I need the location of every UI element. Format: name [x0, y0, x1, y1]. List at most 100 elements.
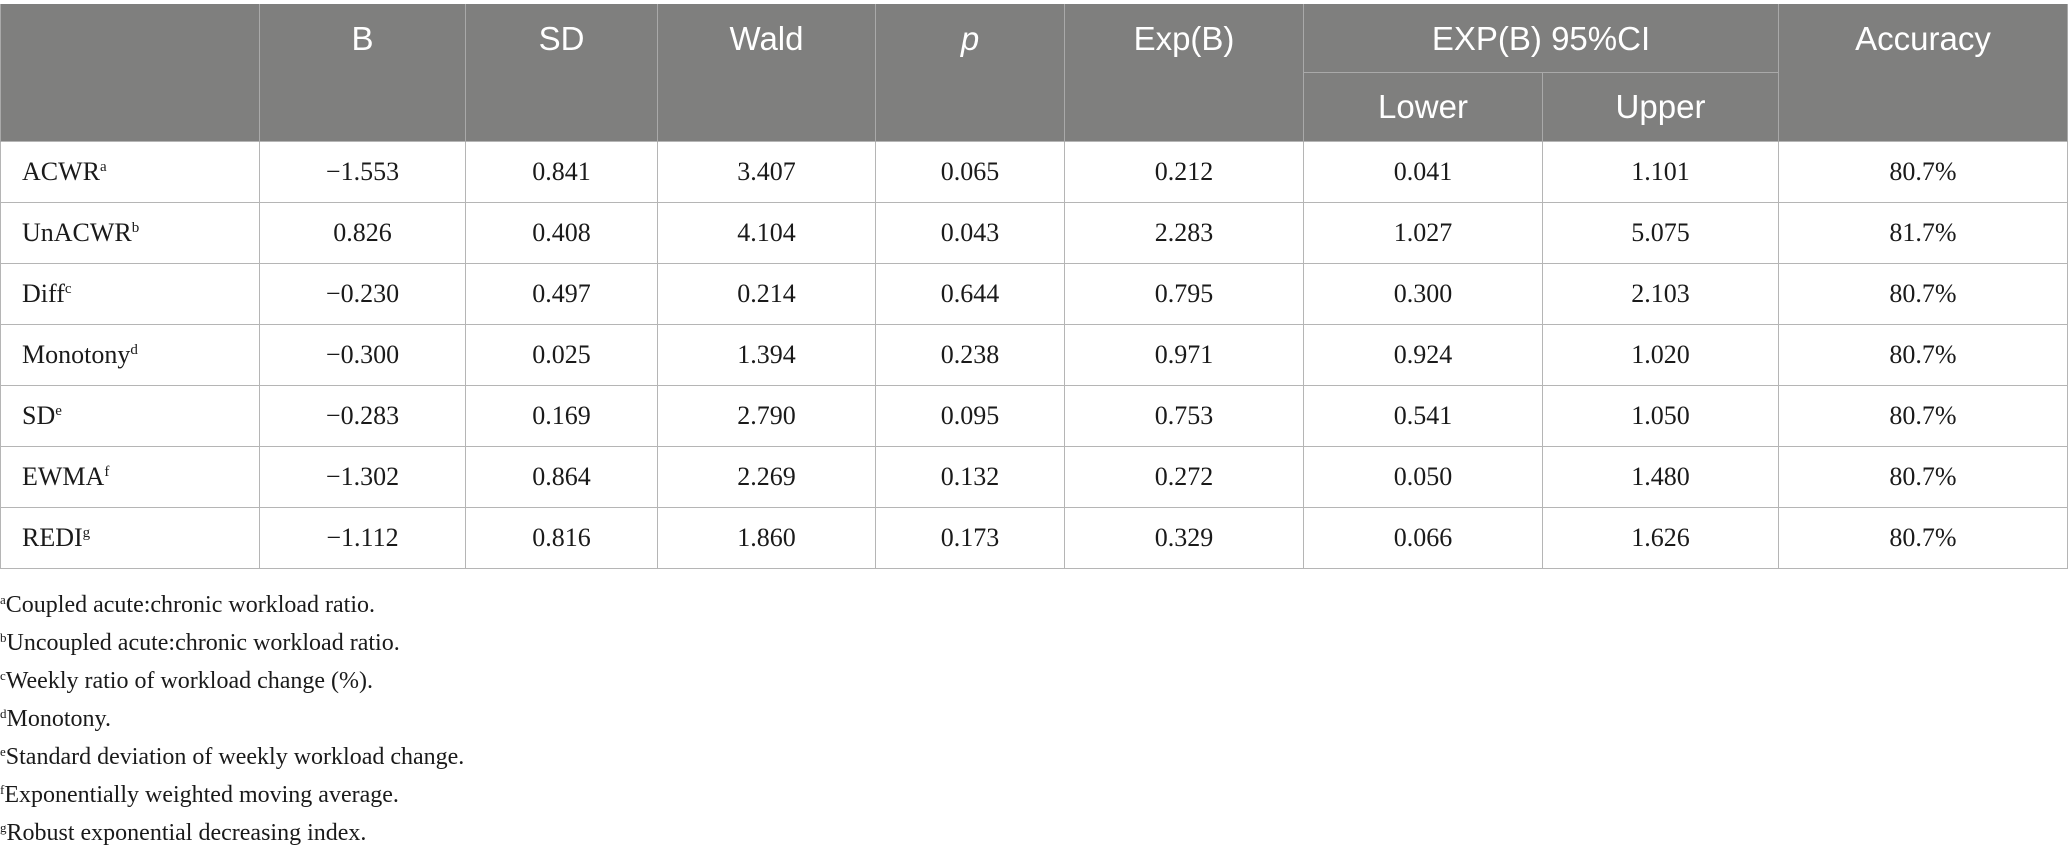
cell-upper: 2.103: [1542, 262, 1779, 325]
cell-upper: 1.020: [1542, 323, 1779, 386]
footnote-text: Uncoupled acute:chronic workload ratio.: [6, 630, 400, 656]
header-sd: SD: [465, 4, 658, 141]
cell-expb: 2.283: [1064, 201, 1304, 264]
row-label-text: UnACWR: [22, 217, 132, 247]
cell-accuracy: 80.7%: [1778, 140, 2068, 203]
table-body: ACWRa −1.553 0.841 3.407 0.065 0.212 0.041 1.10…: [0, 140, 2068, 569]
footnote-marker: d: [130, 341, 138, 358]
cell-p: 0.644: [875, 262, 1065, 325]
cell-b: −0.300: [259, 323, 466, 386]
table-row: Diffc −0.230 0.497 0.214 0.644 0.795 0.300 2.10…: [0, 262, 2068, 325]
footnote-text: Robust exponential decreasing index.: [6, 820, 367, 846]
footnote-text: Monotony.: [6, 706, 111, 732]
row-label-text: Diff: [22, 278, 65, 308]
footnote-text: Weekly ratio of workload change (%).: [5, 668, 374, 694]
header-accuracy: Accuracy: [1778, 4, 2068, 141]
table-row: Monotonyd −0.300 0.025 1.394 0.238 0.971 0.924…: [0, 323, 2068, 386]
cell-upper: 1.050: [1542, 384, 1779, 447]
cell-wald: 1.394: [657, 323, 876, 386]
footnote-marker: g: [82, 524, 91, 541]
row-label: EWMAf: [0, 445, 260, 508]
cell-p: 0.095: [875, 384, 1065, 447]
row-label-text: Monotony: [22, 339, 131, 369]
cell-b: −0.283: [259, 384, 466, 447]
footnote-marker: f: [104, 463, 110, 480]
footnote-marker: a: [0, 592, 6, 607]
row-label: UnACWRb: [0, 201, 260, 264]
cell-accuracy: 81.7%: [1778, 201, 2068, 264]
cell-wald: 1.860: [657, 506, 876, 569]
table-row: REDIg −1.112 0.816 1.860 0.173 0.329 0.066 1.62…: [0, 506, 2068, 569]
cell-expb: 0.212: [1064, 140, 1304, 203]
cell-lower: 0.541: [1303, 384, 1543, 447]
cell-p: 0.043: [875, 201, 1065, 264]
cell-upper: 1.480: [1542, 445, 1779, 508]
footnote-marker: f: [0, 782, 5, 797]
cell-lower: 0.066: [1303, 506, 1543, 569]
footnote: cWeekly ratio of workload change (%).: [0, 662, 464, 700]
row-label: REDIg: [0, 506, 260, 569]
cell-lower: 1.027: [1303, 201, 1543, 264]
header-ci-upper: Upper: [1542, 71, 1779, 141]
header-empty: [0, 4, 260, 141]
cell-expb: 0.753: [1064, 384, 1304, 447]
header-wald: Wald: [657, 4, 876, 141]
row-label: ACWRa: [0, 140, 260, 203]
footnote: bUncoupled acute:chronic workload ratio.: [0, 624, 464, 662]
cell-wald: 2.790: [657, 384, 876, 447]
cell-sd: 0.864: [465, 445, 658, 508]
cell-b: −1.553: [259, 140, 466, 203]
cell-sd: 0.025: [465, 323, 658, 386]
cell-b: −1.112: [259, 506, 466, 569]
cell-accuracy: 80.7%: [1778, 445, 2068, 508]
cell-upper: 5.075: [1542, 201, 1779, 264]
footnote: fExponentially weighted moving average.: [0, 776, 464, 814]
row-label-text: SD: [22, 400, 56, 430]
footnote-marker: e: [55, 402, 62, 419]
cell-p: 0.238: [875, 323, 1065, 386]
cell-expb: 0.971: [1064, 323, 1304, 386]
cell-b: 0.826: [259, 201, 466, 264]
footnote-marker: b: [131, 219, 140, 236]
cell-lower: 0.050: [1303, 445, 1543, 508]
row-label-text: EWMA: [22, 461, 105, 491]
table-row: SDe −0.283 0.169 2.790 0.095 0.753 0.541 1.050 8…: [0, 384, 2068, 447]
footnote-marker: c: [0, 668, 6, 683]
header-ci-lower: Lower: [1303, 71, 1543, 141]
footnote: dMonotony.: [0, 700, 464, 738]
footnote-marker: g: [0, 820, 7, 835]
cell-expb: 0.272: [1064, 445, 1304, 508]
table-row: UnACWRb 0.826 0.408 4.104 0.043 2.283 1.027 5.0…: [0, 201, 2068, 264]
cell-wald: 0.214: [657, 262, 876, 325]
header-p: p: [875, 4, 1065, 141]
cell-sd: 0.497: [465, 262, 658, 325]
footnote: aCoupled acute:chronic workload ratio.: [0, 586, 464, 624]
cell-wald: 3.407: [657, 140, 876, 203]
cell-sd: 0.841: [465, 140, 658, 203]
cell-wald: 2.269: [657, 445, 876, 508]
footnote-text: Standard deviation of weekly workload ch…: [5, 744, 465, 770]
cell-sd: 0.816: [465, 506, 658, 569]
cell-accuracy: 80.7%: [1778, 506, 2068, 569]
cell-expb: 0.795: [1064, 262, 1304, 325]
cell-sd: 0.408: [465, 201, 658, 264]
header-expb: Exp(B): [1064, 4, 1304, 141]
cell-b: −1.302: [259, 445, 466, 508]
cell-wald: 4.104: [657, 201, 876, 264]
footnote-marker: a: [100, 158, 107, 175]
footnote-marker: e: [0, 744, 6, 759]
cell-p: 0.132: [875, 445, 1065, 508]
row-label-text: ACWR: [22, 156, 100, 186]
cell-accuracy: 80.7%: [1778, 323, 2068, 386]
cell-sd: 0.169: [465, 384, 658, 447]
footnote-marker: c: [64, 280, 72, 297]
cell-expb: 0.329: [1064, 506, 1304, 569]
cell-accuracy: 80.7%: [1778, 384, 2068, 447]
cell-b: −0.230: [259, 262, 466, 325]
row-label-text: REDI: [22, 522, 83, 552]
table-row: EWMAf −1.302 0.864 2.269 0.132 0.272 0.050 1.48…: [0, 445, 2068, 508]
cell-lower: 0.924: [1303, 323, 1543, 386]
cell-p: 0.065: [875, 140, 1065, 203]
cell-p: 0.173: [875, 506, 1065, 569]
row-label: Monotonyd: [0, 323, 260, 386]
